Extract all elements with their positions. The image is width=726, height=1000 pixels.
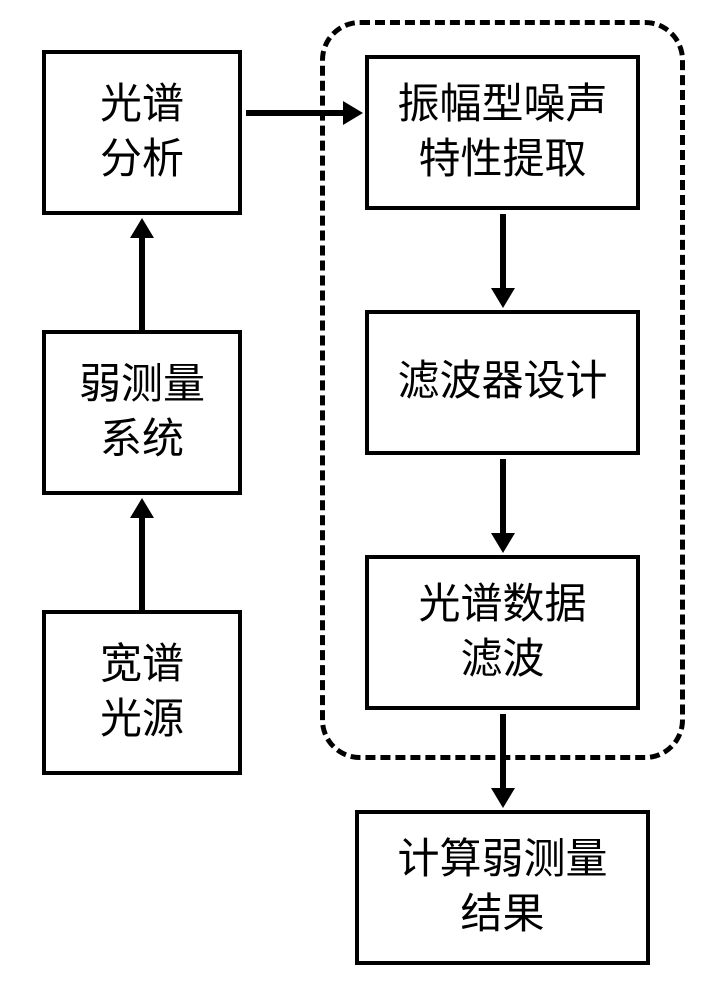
node-compute-result: 计算弱测量 结果 [355,810,650,965]
node-broadband-source: 宽谱 光源 [42,610,242,775]
arrow-line [500,214,506,292]
node-label: 弱测量 系统 [79,358,205,467]
arrow-line [246,110,346,116]
arrow-head-down-icon [491,288,515,308]
node-filter-design: 滤波器设计 [365,310,640,455]
node-spectrum-analysis: 光谱 分析 [42,50,242,215]
node-label: 振幅型噪声 特性提取 [397,78,607,187]
node-spectrum-filtering: 光谱数据 滤波 [365,555,640,710]
arrow-head-up-icon [130,498,154,518]
arrow-head-up-icon [130,218,154,238]
arrow-head-right-icon [343,101,363,125]
node-label: 计算弱测量 结果 [397,833,607,942]
arrow-line [500,459,506,537]
arrow-head-down-icon [491,788,515,808]
node-label: 宽谱 光源 [100,638,184,747]
arrow-line [500,714,506,792]
node-label: 光谱数据 滤波 [418,578,586,687]
node-weak-measurement-system: 弱测量 系统 [42,330,242,495]
arrow-line [139,515,145,610]
node-amplitude-noise-extraction: 振幅型噪声 特性提取 [365,55,640,210]
node-label: 光谱 分析 [100,78,184,187]
arrow-head-down-icon [491,533,515,553]
arrow-line [139,235,145,330]
node-label: 滤波器设计 [397,355,607,410]
